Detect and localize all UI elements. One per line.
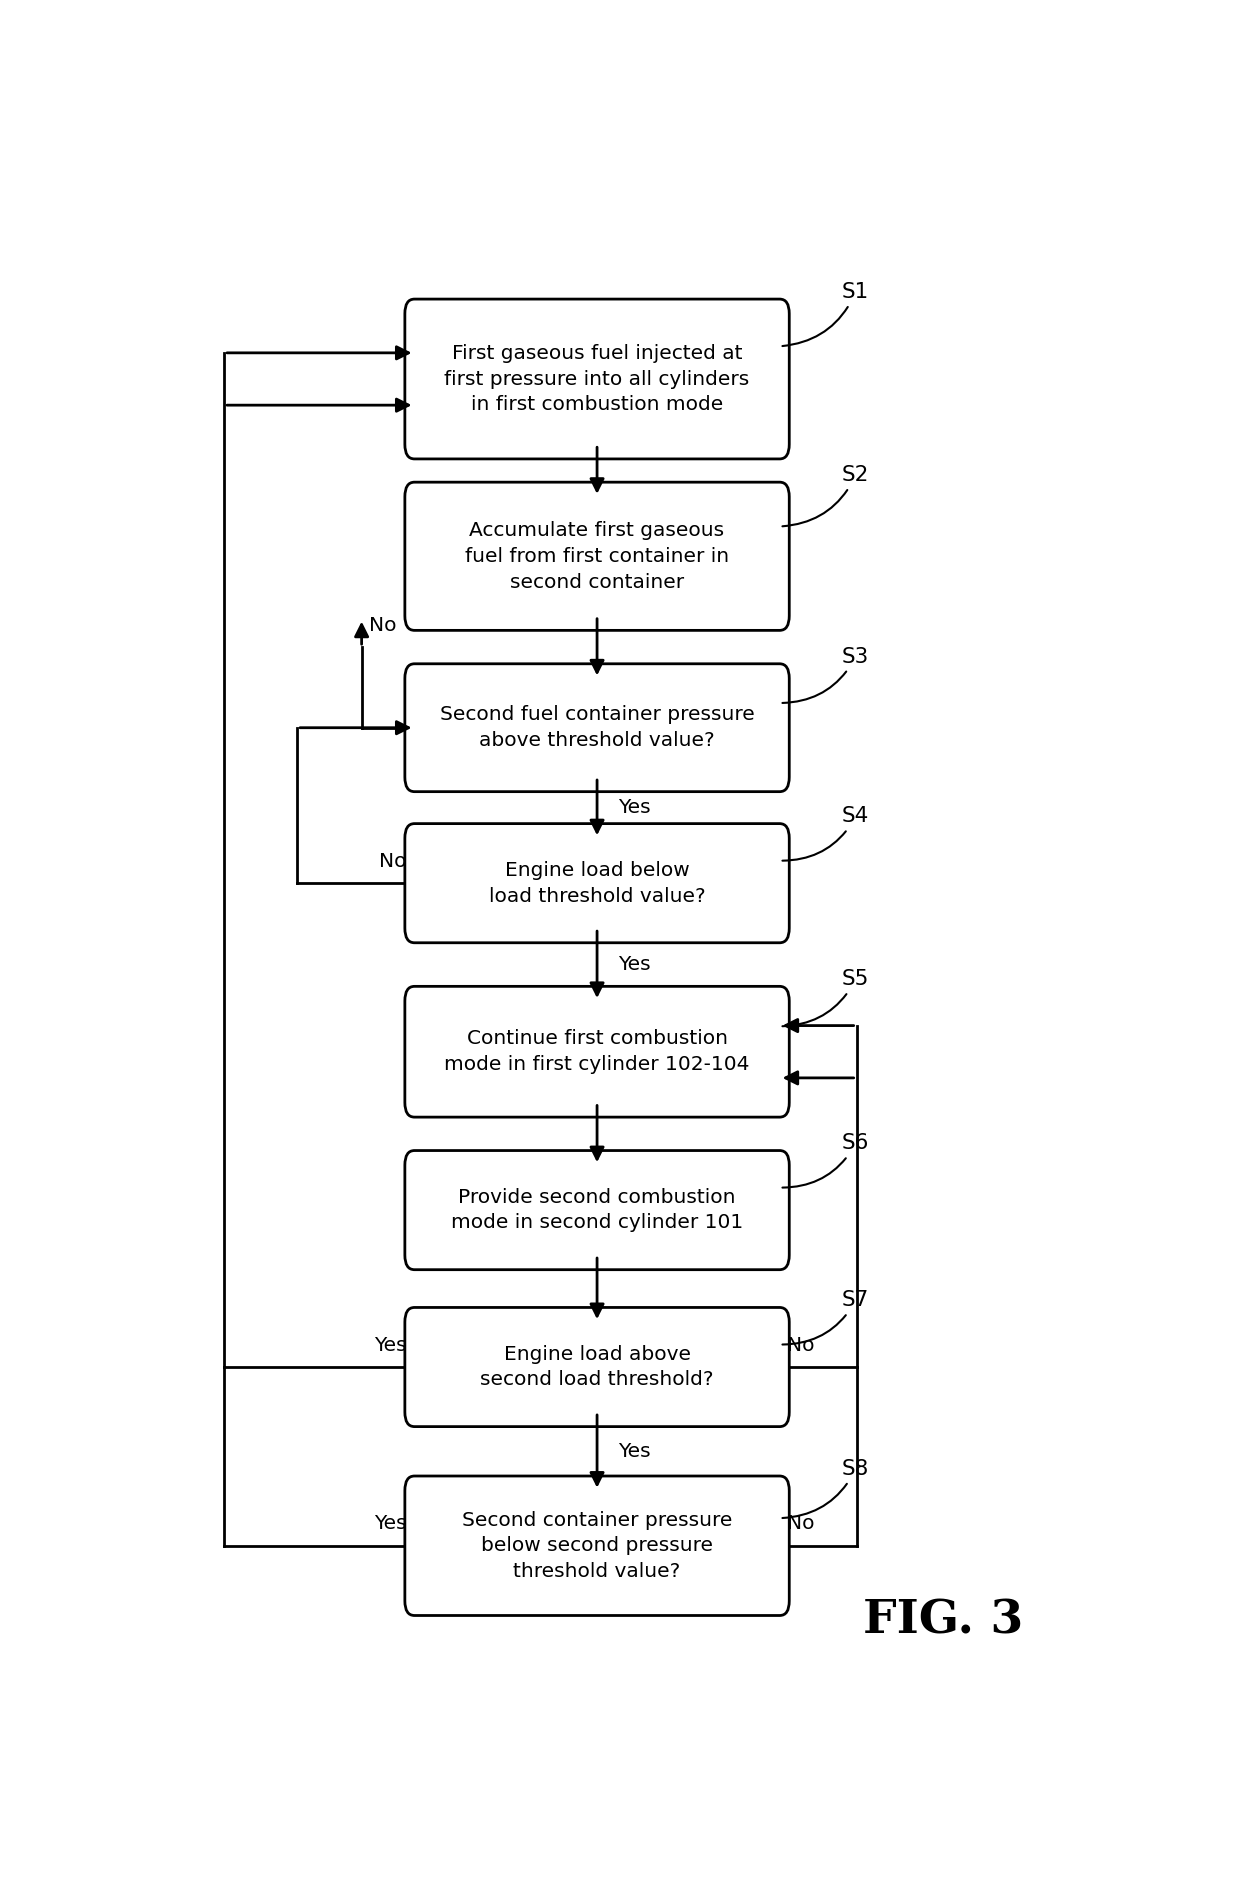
Text: Yes: Yes (374, 1515, 407, 1534)
Text: Yes: Yes (619, 1442, 651, 1461)
Text: No: No (787, 1515, 815, 1534)
Text: No: No (787, 1336, 815, 1355)
Text: Yes: Yes (374, 1336, 407, 1355)
Text: Engine load above
second load threshold?: Engine load above second load threshold? (480, 1345, 714, 1389)
Text: First gaseous fuel injected at
first pressure into all cylinders
in first combus: First gaseous fuel injected at first pre… (444, 343, 750, 415)
FancyBboxPatch shape (404, 1476, 789, 1615)
FancyBboxPatch shape (404, 483, 789, 630)
Text: S1: S1 (782, 281, 869, 345)
Text: S2: S2 (782, 464, 869, 526)
Text: S7: S7 (782, 1291, 869, 1345)
FancyBboxPatch shape (404, 664, 789, 793)
Text: Yes: Yes (619, 955, 651, 974)
Text: Second container pressure
below second pressure
threshold value?: Second container pressure below second p… (461, 1510, 733, 1581)
FancyBboxPatch shape (404, 823, 789, 944)
FancyBboxPatch shape (404, 1151, 789, 1270)
Text: Engine load below
load threshold value?: Engine load below load threshold value? (489, 860, 706, 906)
FancyBboxPatch shape (404, 987, 789, 1117)
Text: Continue first combustion
mode in first cylinder 102-104: Continue first combustion mode in first … (444, 1030, 750, 1074)
Text: Second fuel container pressure
above threshold value?: Second fuel container pressure above thr… (440, 706, 754, 751)
Text: FIG. 3: FIG. 3 (863, 1596, 1023, 1644)
Text: S3: S3 (782, 647, 869, 704)
FancyBboxPatch shape (404, 298, 789, 459)
FancyBboxPatch shape (404, 1308, 789, 1427)
Text: Accumulate first gaseous
fuel from first container in
second container: Accumulate first gaseous fuel from first… (465, 521, 729, 591)
Text: Provide second combustion
mode in second cylinder 101: Provide second combustion mode in second… (451, 1187, 743, 1232)
Text: S8: S8 (782, 1459, 869, 1517)
Text: S4: S4 (782, 806, 869, 860)
Text: No: No (370, 617, 397, 636)
Text: Yes: Yes (619, 798, 651, 817)
Text: No: No (379, 851, 407, 872)
Text: S5: S5 (782, 970, 869, 1027)
Text: S6: S6 (782, 1134, 869, 1187)
